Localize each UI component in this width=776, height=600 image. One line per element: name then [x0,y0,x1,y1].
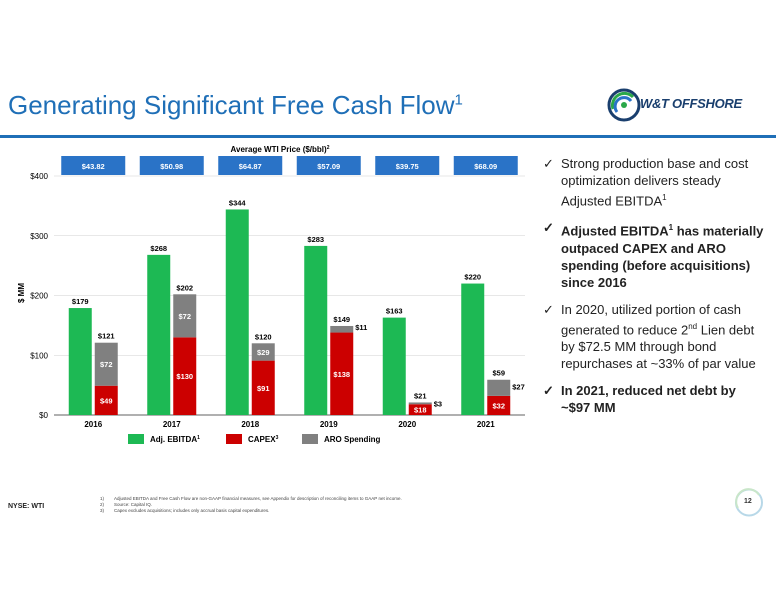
bullet-item: ✓ Adjusted EBITDA1 has materially outpace… [543,220,764,290]
stack-total-label: $21 [414,391,427,400]
page-number-swirl-icon [735,488,763,517]
wti-price-label: $57.09 [317,162,340,171]
checkmark-icon: ✓ [543,220,554,236]
aro-value-label: $27 [512,383,525,392]
footnote: 2) Source: Capital IQ. [100,502,153,507]
stack-total-label: $59 [492,369,505,378]
legend-label: CAPEX3 [248,435,279,444]
stack-total-label: $202 [176,283,193,292]
y-tick-label: $400 [30,172,48,181]
x-tick-label: 2018 [241,420,259,429]
checkmark-icon: ✓ [543,156,554,171]
wti-price-label: $50.98 [160,162,183,171]
capex-bar [487,395,511,415]
ticker-label: NYSE: WTI [8,503,45,510]
page-number: 12 [744,498,752,505]
checkmark-icon: ✓ [543,301,554,317]
wti-price-box [218,156,283,175]
wti-price-box [375,156,440,175]
aro-bar [330,325,354,333]
aro-value-label: $11 [355,323,367,332]
wti-price-label: $64.87 [239,162,262,171]
y-tick-label: $300 [30,232,48,241]
footnotes: 1) Adjusted EBITDA and Free Cash Flow are… [100,496,402,514]
aro-value-label: $72 [178,312,191,321]
y-tick-label: $0 [39,411,48,420]
legend-swatch [302,434,318,444]
capex-bar [94,385,118,415]
ebitda-bar [147,254,171,415]
ebitda-value-label: $163 [386,307,403,316]
aro-value-label: $72 [100,360,113,369]
footnote: 1) Adjusted EBITDA and Free Cash Flow are… [100,496,402,501]
bullet-item: ✓ In 2021, reduced net debt by ~$97 MM [543,382,736,415]
aro-value-label: $29 [257,348,270,357]
bullet-item: ✓ In 2020, utilized portion of cash gener… [543,301,756,371]
capex-value-label: $138 [333,370,350,379]
ebitda-bar [304,245,328,415]
checkmark-icon: ✓ [543,382,554,398]
logo-text: W&T OFFSHORE [640,96,742,111]
stack-total-label: $121 [98,332,115,341]
capex-value-label: $18 [414,406,427,415]
capex-bar [173,337,197,415]
free-cash-flow-chart: Average WTI Price ($/bbl)2 $43.82 $50.98 $… [17,145,525,444]
ebitda-bar [68,308,92,415]
capex-bar [330,332,354,415]
capex-value-label: $49 [100,396,113,405]
ebitda-bar [382,317,406,415]
logo-swirl-icon [607,88,641,122]
x-tick-label: 2020 [398,420,416,429]
wti-price-box [61,156,126,175]
stack-total-label: $149 [333,315,350,324]
aro-bar [408,402,432,405]
bullet-list: ✓ Strong production base and cost optimiz… [543,155,768,426]
x-tick-label: 2017 [163,420,181,429]
capex-bar [408,404,432,415]
capex-value-label: $32 [492,401,505,410]
x-tick-label: 2019 [320,420,338,429]
aro-bar [94,342,118,386]
page-title: Generating Significant Free Cash Flow1 [8,90,463,120]
legend-label: Adj. EBITDA1 [150,435,200,444]
ebitda-value-label: $344 [229,198,247,207]
wti-price-box [139,156,204,175]
ebitda-value-label: $179 [72,297,89,306]
capex-bar [251,360,275,415]
stack-total-label: $120 [255,332,272,341]
wti-price-label: $43.82 [82,162,105,171]
wti-header: Average WTI Price ($/bbl)2 [231,145,330,154]
capex-value-label: $91 [257,384,270,393]
y-tick-label: $200 [30,292,48,301]
ebitda-bar [225,209,249,415]
y-tick-label: $100 [30,351,48,360]
aro-value-label: $3 [434,399,442,408]
footnote: 3) Capex excludes acquisitions; includes … [100,508,270,513]
title-divider [0,135,776,138]
x-tick-label: 2016 [84,420,102,429]
ebitda-value-label: $268 [150,244,167,253]
ebitda-bar [461,283,485,415]
wti-price-label: $39.75 [396,162,419,171]
y-axis-label: $ MM [17,283,26,303]
ebitda-value-label: $283 [307,235,324,244]
wti-price-box [453,156,518,175]
aro-bar [173,294,197,338]
wti-price-label: $68.09 [474,162,497,171]
aro-bar [251,343,275,361]
x-tick-label: 2021 [477,420,495,429]
legend-swatch [128,434,144,444]
capex-value-label: $130 [176,372,193,381]
wti-price-box [296,156,361,175]
aro-bar [487,379,511,396]
legend-label: ARO Spending [324,435,381,444]
legend-swatch [226,434,242,444]
ebitda-value-label: $220 [464,273,481,282]
bullet-item: ✓ Strong production base and cost optimiz… [543,156,749,209]
